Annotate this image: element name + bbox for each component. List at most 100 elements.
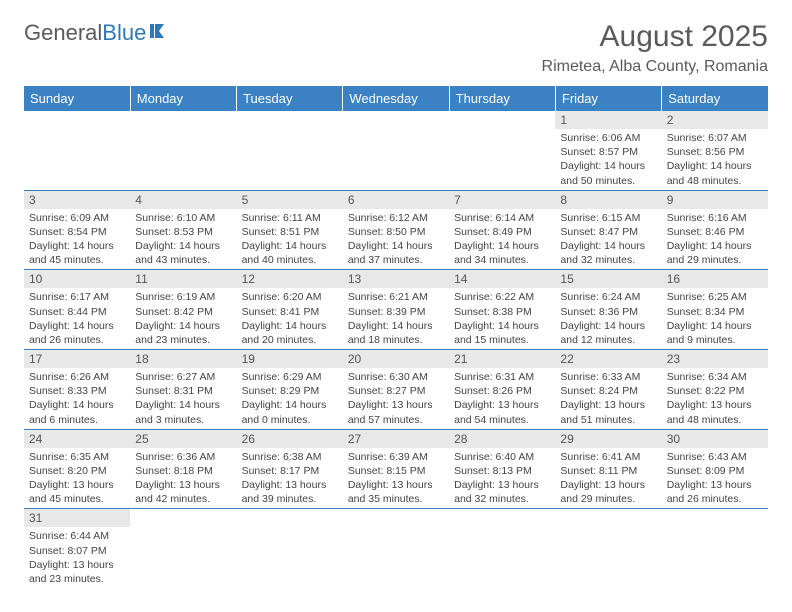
day-details: Sunrise: 6:09 AMSunset: 8:54 PMDaylight:… [24, 209, 130, 270]
day-details: Sunrise: 6:44 AMSunset: 8:07 PMDaylight:… [24, 527, 130, 588]
day-number: 15 [555, 270, 661, 288]
flag-icon [150, 20, 172, 46]
day-number: 6 [343, 191, 449, 209]
day-number: 23 [662, 350, 768, 368]
calendar-cell: 1Sunrise: 6:06 AMSunset: 8:57 PMDaylight… [555, 111, 661, 190]
logo-text-2: Blue [102, 20, 146, 46]
calendar-cell [555, 509, 661, 588]
day-details: Sunrise: 6:19 AMSunset: 8:42 PMDaylight:… [130, 288, 236, 349]
day-details: Sunrise: 6:33 AMSunset: 8:24 PMDaylight:… [555, 368, 661, 429]
calendar-cell [449, 111, 555, 190]
weekday-header: Thursday [449, 86, 555, 111]
weekday-header: Tuesday [237, 86, 343, 111]
calendar-cell: 31Sunrise: 6:44 AMSunset: 8:07 PMDayligh… [24, 509, 130, 588]
calendar-cell [343, 111, 449, 190]
calendar-head: SundayMondayTuesdayWednesdayThursdayFrid… [24, 86, 768, 111]
day-number: 13 [343, 270, 449, 288]
calendar-cell: 26Sunrise: 6:38 AMSunset: 8:17 PMDayligh… [237, 429, 343, 509]
day-details: Sunrise: 6:35 AMSunset: 8:20 PMDaylight:… [24, 448, 130, 509]
day-details: Sunrise: 6:26 AMSunset: 8:33 PMDaylight:… [24, 368, 130, 429]
day-details: Sunrise: 6:22 AMSunset: 8:38 PMDaylight:… [449, 288, 555, 349]
calendar-body: 1Sunrise: 6:06 AMSunset: 8:57 PMDaylight… [24, 111, 768, 588]
calendar-cell: 15Sunrise: 6:24 AMSunset: 8:36 PMDayligh… [555, 270, 661, 350]
day-number: 8 [555, 191, 661, 209]
day-number: 18 [130, 350, 236, 368]
weekday-header: Monday [130, 86, 236, 111]
day-number: 21 [449, 350, 555, 368]
calendar-cell: 22Sunrise: 6:33 AMSunset: 8:24 PMDayligh… [555, 350, 661, 430]
day-details: Sunrise: 6:16 AMSunset: 8:46 PMDaylight:… [662, 209, 768, 270]
day-details: Sunrise: 6:36 AMSunset: 8:18 PMDaylight:… [130, 448, 236, 509]
day-details: Sunrise: 6:38 AMSunset: 8:17 PMDaylight:… [237, 448, 343, 509]
day-details: Sunrise: 6:31 AMSunset: 8:26 PMDaylight:… [449, 368, 555, 429]
title-section: August 2025 Rimetea, Alba County, Romani… [542, 20, 768, 76]
logo: GeneralBlue [24, 20, 172, 46]
day-number: 1 [555, 111, 661, 129]
calendar-cell: 21Sunrise: 6:31 AMSunset: 8:26 PMDayligh… [449, 350, 555, 430]
day-number: 3 [24, 191, 130, 209]
calendar-cell: 28Sunrise: 6:40 AMSunset: 8:13 PMDayligh… [449, 429, 555, 509]
day-number: 11 [130, 270, 236, 288]
day-number: 5 [237, 191, 343, 209]
month-title: August 2025 [542, 20, 768, 54]
day-number: 22 [555, 350, 661, 368]
day-number: 9 [662, 191, 768, 209]
day-number: 24 [24, 430, 130, 448]
location: Rimetea, Alba County, Romania [542, 58, 768, 76]
logo-text-1: General [24, 20, 102, 46]
day-number: 4 [130, 191, 236, 209]
header: GeneralBlue August 2025 Rimetea, Alba Co… [24, 20, 768, 76]
calendar-cell [343, 509, 449, 588]
day-number: 27 [343, 430, 449, 448]
day-number: 31 [24, 509, 130, 527]
day-number: 26 [237, 430, 343, 448]
calendar-cell: 9Sunrise: 6:16 AMSunset: 8:46 PMDaylight… [662, 190, 768, 270]
day-details: Sunrise: 6:07 AMSunset: 8:56 PMDaylight:… [662, 129, 768, 190]
calendar-cell: 24Sunrise: 6:35 AMSunset: 8:20 PMDayligh… [24, 429, 130, 509]
calendar-cell: 6Sunrise: 6:12 AMSunset: 8:50 PMDaylight… [343, 190, 449, 270]
day-details: Sunrise: 6:10 AMSunset: 8:53 PMDaylight:… [130, 209, 236, 270]
calendar-cell: 16Sunrise: 6:25 AMSunset: 8:34 PMDayligh… [662, 270, 768, 350]
calendar-cell: 7Sunrise: 6:14 AMSunset: 8:49 PMDaylight… [449, 190, 555, 270]
day-details: Sunrise: 6:30 AMSunset: 8:27 PMDaylight:… [343, 368, 449, 429]
calendar-cell: 18Sunrise: 6:27 AMSunset: 8:31 PMDayligh… [130, 350, 236, 430]
calendar-cell: 10Sunrise: 6:17 AMSunset: 8:44 PMDayligh… [24, 270, 130, 350]
day-number: 19 [237, 350, 343, 368]
calendar-cell: 13Sunrise: 6:21 AMSunset: 8:39 PMDayligh… [343, 270, 449, 350]
calendar-cell [237, 509, 343, 588]
day-details: Sunrise: 6:25 AMSunset: 8:34 PMDaylight:… [662, 288, 768, 349]
calendar-cell: 29Sunrise: 6:41 AMSunset: 8:11 PMDayligh… [555, 429, 661, 509]
day-number: 7 [449, 191, 555, 209]
calendar-table: SundayMondayTuesdayWednesdayThursdayFrid… [24, 86, 768, 588]
day-details: Sunrise: 6:41 AMSunset: 8:11 PMDaylight:… [555, 448, 661, 509]
day-details: Sunrise: 6:24 AMSunset: 8:36 PMDaylight:… [555, 288, 661, 349]
day-details: Sunrise: 6:11 AMSunset: 8:51 PMDaylight:… [237, 209, 343, 270]
calendar-cell: 25Sunrise: 6:36 AMSunset: 8:18 PMDayligh… [130, 429, 236, 509]
calendar-cell: 12Sunrise: 6:20 AMSunset: 8:41 PMDayligh… [237, 270, 343, 350]
calendar-cell: 27Sunrise: 6:39 AMSunset: 8:15 PMDayligh… [343, 429, 449, 509]
calendar-cell: 8Sunrise: 6:15 AMSunset: 8:47 PMDaylight… [555, 190, 661, 270]
weekday-header: Friday [555, 86, 661, 111]
calendar-cell [24, 111, 130, 190]
calendar-cell: 3Sunrise: 6:09 AMSunset: 8:54 PMDaylight… [24, 190, 130, 270]
day-details: Sunrise: 6:06 AMSunset: 8:57 PMDaylight:… [555, 129, 661, 190]
day-details: Sunrise: 6:39 AMSunset: 8:15 PMDaylight:… [343, 448, 449, 509]
day-number: 20 [343, 350, 449, 368]
calendar-cell [662, 509, 768, 588]
day-number: 29 [555, 430, 661, 448]
day-details: Sunrise: 6:34 AMSunset: 8:22 PMDaylight:… [662, 368, 768, 429]
calendar-cell: 5Sunrise: 6:11 AMSunset: 8:51 PMDaylight… [237, 190, 343, 270]
calendar-cell: 30Sunrise: 6:43 AMSunset: 8:09 PMDayligh… [662, 429, 768, 509]
day-details: Sunrise: 6:20 AMSunset: 8:41 PMDaylight:… [237, 288, 343, 349]
day-details: Sunrise: 6:40 AMSunset: 8:13 PMDaylight:… [449, 448, 555, 509]
weekday-header: Sunday [24, 86, 130, 111]
calendar-cell [130, 111, 236, 190]
day-details: Sunrise: 6:27 AMSunset: 8:31 PMDaylight:… [130, 368, 236, 429]
calendar-cell [130, 509, 236, 588]
weekday-header: Wednesday [343, 86, 449, 111]
calendar-cell: 23Sunrise: 6:34 AMSunset: 8:22 PMDayligh… [662, 350, 768, 430]
day-number: 28 [449, 430, 555, 448]
day-details: Sunrise: 6:17 AMSunset: 8:44 PMDaylight:… [24, 288, 130, 349]
day-details: Sunrise: 6:29 AMSunset: 8:29 PMDaylight:… [237, 368, 343, 429]
day-number: 14 [449, 270, 555, 288]
